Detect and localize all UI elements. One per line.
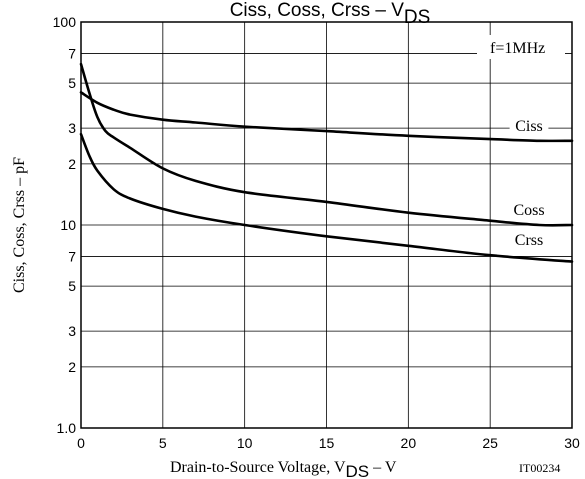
series-label-ciss: Ciss (515, 118, 543, 135)
x-tick-label: 30 (564, 435, 580, 451)
y-tick-label: 1.0 (57, 420, 77, 436)
series-label-background (509, 201, 549, 218)
y-tick-label: 3 (68, 323, 76, 339)
frequency-annotation: f=1MHz (490, 40, 545, 57)
grid-lines (80, 21, 573, 429)
tick-labels: 0 5 10 15 20 25 30 1.0 2 3 5 7 10 2 3 5 7 100 (53, 14, 580, 451)
chart-title: Ciss, Coss, Crss – VDS (230, 0, 431, 28)
x-tick-label: 20 (401, 435, 417, 451)
x-tick-label: 5 (159, 435, 167, 451)
y-tick-label: 10 (60, 217, 76, 233)
figure-code: IT00234 (519, 461, 560, 475)
y-tick-label: 5 (68, 75, 76, 91)
series-line-crss (79, 132, 574, 263)
series-line-coss (79, 62, 574, 227)
annotation-background (477, 35, 565, 59)
y-tick-label: 7 (68, 248, 76, 264)
y-tick-label: 7 (68, 45, 76, 61)
y-tick-label: 2 (68, 359, 76, 375)
x-axis-label: Drain-to-Source Voltage, VDS – V (170, 459, 397, 479)
x-tick-label: 15 (319, 435, 335, 451)
series-label-crss: Crss (515, 232, 543, 249)
y-tick-label: 3 (68, 120, 76, 136)
x-tick-label: 25 (482, 435, 498, 451)
x-tick-label: 0 (77, 435, 85, 451)
y-tick-label: 5 (68, 278, 76, 294)
series-label-background (509, 116, 549, 134)
series-lines: Ciss Coss Crss (79, 62, 574, 263)
y-tick-label: 100 (53, 14, 77, 30)
series-label-background (509, 231, 549, 249)
series-line-ciss (79, 91, 574, 143)
x-tick-label: 10 (237, 435, 253, 451)
y-axis-label: Ciss, Coss, Crss – pF (11, 157, 28, 293)
y-tick-label: 2 (68, 156, 76, 172)
series-label-coss: Coss (513, 202, 544, 219)
